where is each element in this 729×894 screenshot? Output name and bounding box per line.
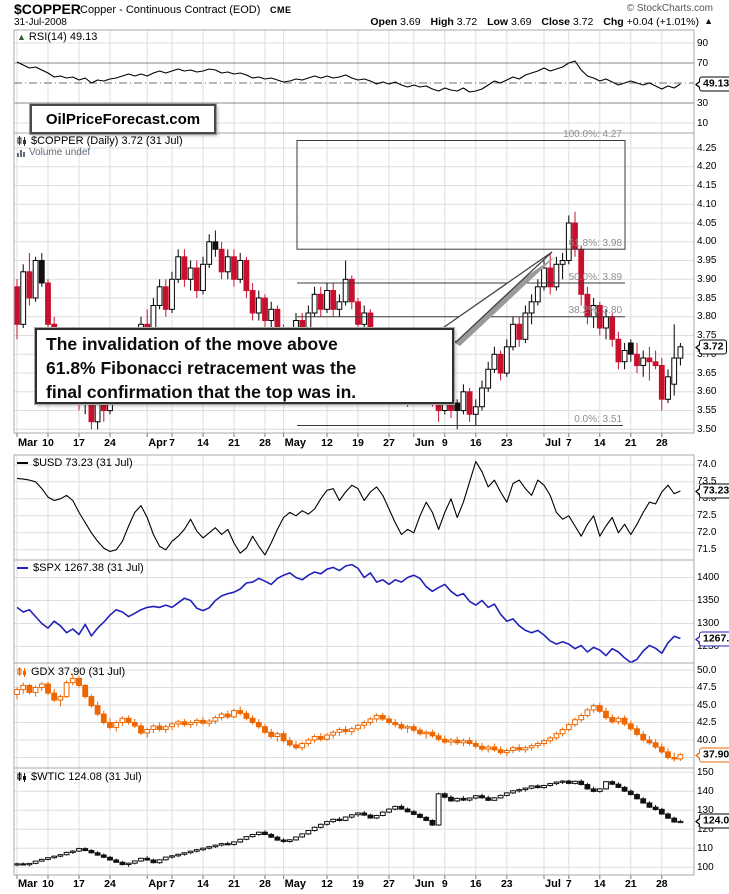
copper-value-box: 3.72 bbox=[694, 339, 728, 355]
candlestick-icon bbox=[17, 136, 26, 146]
close-label: Close bbox=[541, 16, 570, 28]
gdx-legend-label: GDX 37.90 (31 Jul) bbox=[31, 666, 126, 678]
usd-value-box: 73.23 bbox=[694, 483, 729, 499]
wtic-legend-label: $WTIC 124.08 (31 Jul) bbox=[31, 771, 142, 783]
line-swatch-icon bbox=[17, 462, 28, 464]
low-label: Low bbox=[487, 16, 509, 28]
fib-label-61.8: 61.8%: 3.98 bbox=[568, 238, 622, 249]
usd-legend-label: $USD 73.23 (31 Jul) bbox=[33, 457, 133, 469]
change-label: Chg bbox=[603, 16, 624, 28]
symbol-title: $COPPER bbox=[14, 1, 81, 17]
rsi-legend: ▲ RSI(14) 49.13 bbox=[17, 31, 97, 43]
fib-label-38.2: 38.2%: 3.80 bbox=[568, 305, 622, 316]
spx-legend: $SPX 1267.38 (31 Jul) bbox=[17, 562, 144, 574]
exchange-label: CME bbox=[270, 5, 292, 15]
symbol-description: Copper - Continuous Contract (EOD) bbox=[80, 4, 261, 16]
spx-legend-label: $SPX 1267.38 (31 Jul) bbox=[33, 562, 144, 574]
indicator-triangle-icon: ▲ bbox=[17, 32, 26, 42]
fib-label-0: 0.0%: 3.51 bbox=[574, 414, 622, 425]
line-swatch-icon bbox=[17, 567, 28, 569]
chart-date: 31-Jul-2008 bbox=[14, 17, 67, 28]
annotation-callout: The invalidation of the move above 61.8%… bbox=[35, 328, 454, 404]
volume-legend: Volume undef bbox=[17, 147, 90, 158]
annotation-line-1: The invalidation of the move above bbox=[46, 334, 338, 354]
annotation-line-2: 61.8% Fibonacci retracement was the bbox=[46, 358, 357, 378]
open-value: 3.69 bbox=[400, 16, 421, 28]
wtic-value-box: 124.08 bbox=[694, 813, 729, 829]
gdx-value-box: 37.90 bbox=[694, 747, 729, 763]
change-up-arrow-icon: ▲ bbox=[704, 16, 713, 26]
gdx-legend: GDX 37.90 (31 Jul) bbox=[17, 666, 125, 678]
rsi-value-box: 49.13 bbox=[694, 76, 729, 92]
fib-label-50: 50.0%: 3.89 bbox=[568, 272, 622, 283]
high-label: High bbox=[430, 16, 454, 28]
volume-bars-icon bbox=[17, 149, 25, 157]
watermark-box: OilPriceForecast.com bbox=[30, 104, 216, 134]
usd-legend: $USD 73.23 (31 Jul) bbox=[17, 457, 133, 469]
candlestick-icon bbox=[17, 667, 26, 677]
annotation-line-3: final confirmation that the top was in. bbox=[46, 382, 357, 402]
close-value: 3.72 bbox=[572, 16, 594, 28]
candlestick-icon bbox=[17, 772, 26, 782]
wtic-legend: $WTIC 124.08 (31 Jul) bbox=[17, 771, 142, 783]
low-value: 3.69 bbox=[511, 16, 532, 28]
copper-legend-label: $COPPER (Daily) 3.72 (31 Jul) bbox=[31, 135, 183, 147]
high-value: 3.72 bbox=[456, 16, 478, 28]
change-value: +0.04 (+1.01%) bbox=[626, 16, 699, 28]
copper-legend: $COPPER (Daily) 3.72 (31 Jul) bbox=[17, 135, 183, 147]
open-label: Open bbox=[370, 16, 398, 28]
spx-value-box: 1267.38 bbox=[695, 631, 729, 647]
fib-label-100: 100.0%: 4.27 bbox=[563, 129, 622, 140]
quote-row: Open 3.69 High 3.72 Low 3.69 Close 3.72 … bbox=[363, 16, 699, 28]
rsi-legend-label: RSI(14) 49.13 bbox=[28, 31, 98, 43]
volume-legend-label: Volume undef bbox=[29, 147, 91, 158]
copyright-label: © StockCharts.com bbox=[626, 3, 713, 14]
